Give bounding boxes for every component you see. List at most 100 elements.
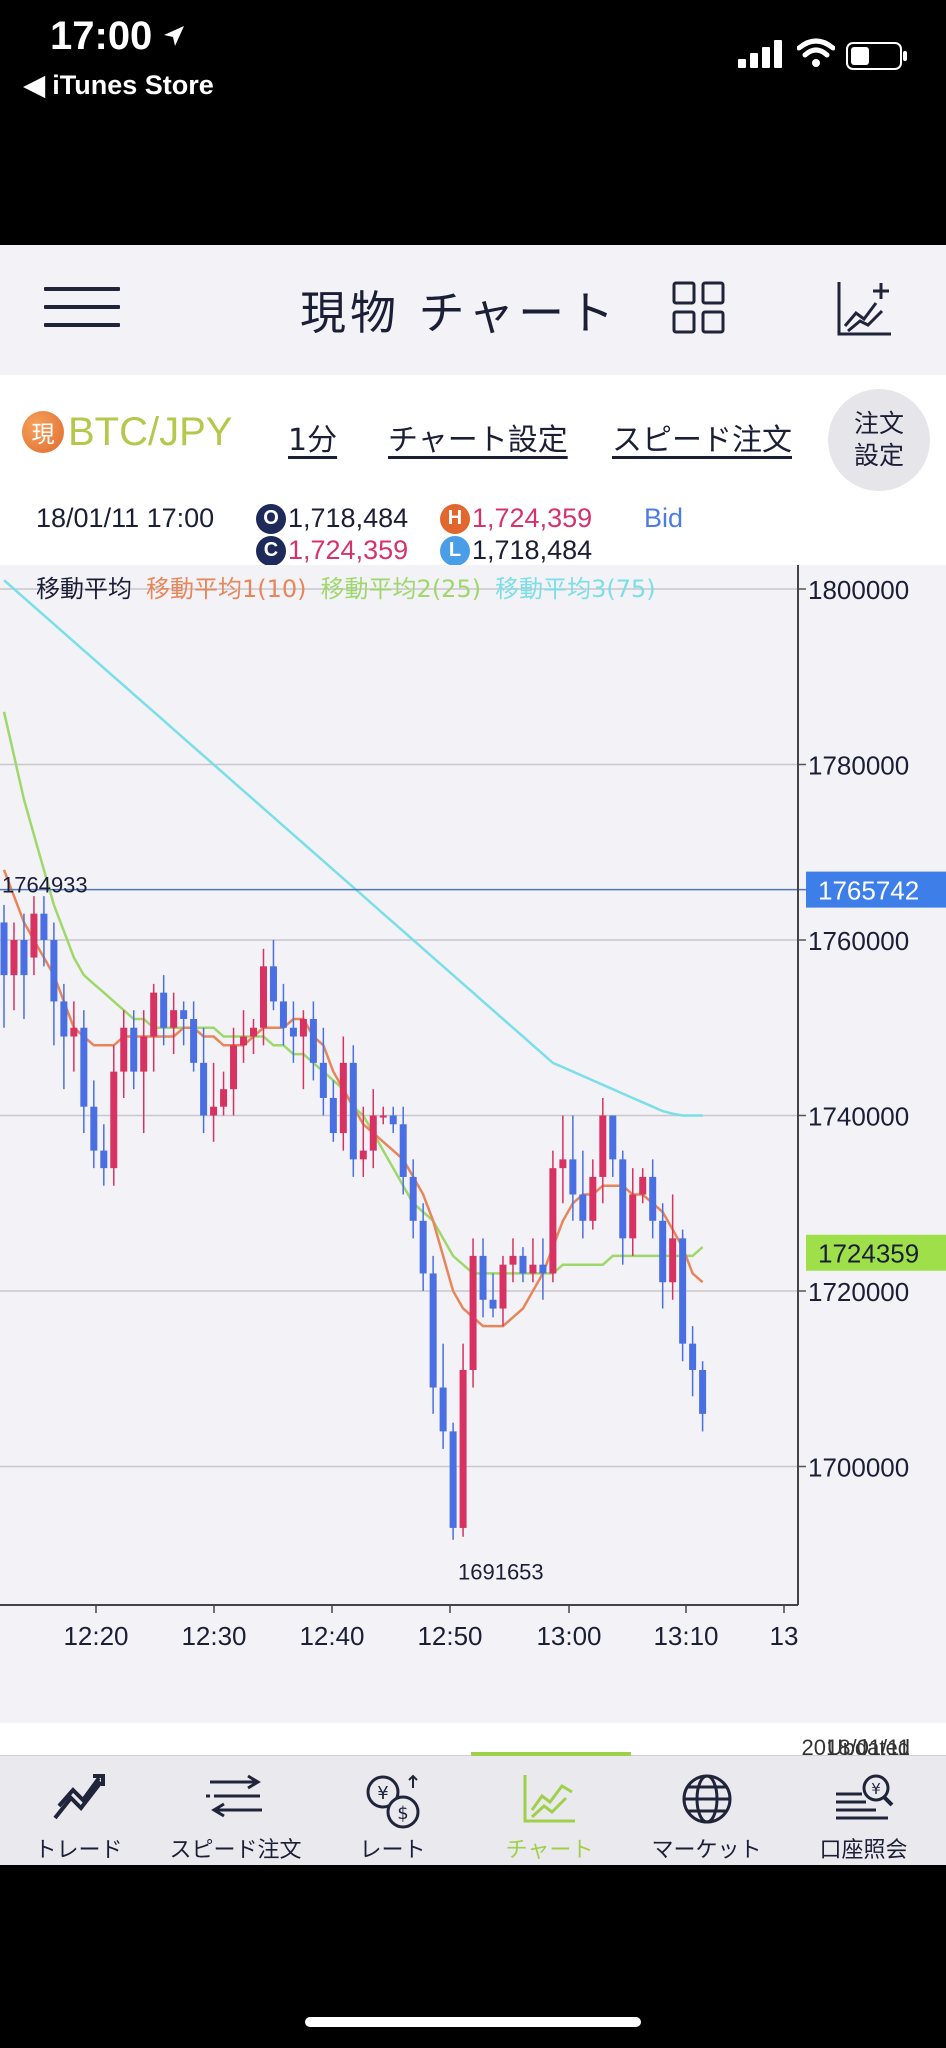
order-settings-label-1: 注文 xyxy=(853,409,904,438)
candle-body xyxy=(489,1299,497,1309)
signal-icon xyxy=(738,40,782,68)
candle-body xyxy=(659,1220,667,1283)
y-tick-label: 1800000 xyxy=(808,575,909,605)
page-title: 現物 チャート xyxy=(300,286,619,340)
tab-trade[interactable]: トレード xyxy=(0,1756,157,1866)
candle-body xyxy=(150,992,158,1037)
candle-body xyxy=(220,1089,228,1107)
account-icon: ¥ xyxy=(835,1774,893,1820)
tab-rate[interactable]: ¥ $ レート xyxy=(314,1756,471,1866)
candle-body xyxy=(399,1124,407,1177)
interval-selector[interactable]: 1分 xyxy=(288,423,338,458)
candle-body xyxy=(250,1027,257,1037)
high-price: H 1,724,359 xyxy=(440,503,592,534)
candle-body xyxy=(70,1027,78,1037)
candle-body xyxy=(569,1159,577,1195)
candle-body xyxy=(499,1264,507,1309)
y-tick-label: 1700000 xyxy=(808,1453,909,1483)
candle-body xyxy=(639,1176,647,1195)
candle-body xyxy=(309,1018,317,1063)
chart-settings-link[interactable]: チャート設定 xyxy=(388,423,568,458)
candle-body xyxy=(689,1343,697,1370)
y-tick-label: 1760000 xyxy=(808,926,909,956)
home-indicator[interactable] xyxy=(305,2017,641,2027)
candle-body xyxy=(519,1255,527,1274)
candle-body xyxy=(349,1062,357,1160)
candle-body xyxy=(160,992,168,1028)
tab-speed-order[interactable]: スピード注文 xyxy=(157,1756,314,1866)
candle-body xyxy=(110,1071,118,1169)
x-tick-label: 13:10 xyxy=(653,1621,718,1651)
currency-pair[interactable]: 現 BTC/JPY xyxy=(22,407,232,457)
y-tick-label: 1720000 xyxy=(808,1277,909,1307)
globe-icon xyxy=(682,1774,731,1824)
candle-body xyxy=(419,1220,427,1274)
battery-icon xyxy=(846,42,907,70)
candle-body xyxy=(339,1062,347,1134)
moving-average-legend: 移動平均 移動平均1(10) 移動平均2(25) 移動平均3(75) xyxy=(36,569,656,604)
hamburger-menu-icon[interactable] xyxy=(44,287,120,331)
tab-speed-order-label: スピード注文 xyxy=(169,1838,302,1863)
active-tab-indicator xyxy=(471,1752,631,1756)
candle-body xyxy=(140,1036,148,1072)
add-chart-icon[interactable] xyxy=(836,279,894,337)
high-annotation: 1764933 xyxy=(2,873,88,898)
legend-ma1: 移動平均1(10) xyxy=(146,575,307,603)
price-side-label: Bid xyxy=(644,503,684,533)
back-to-app-link[interactable]: ◀ iTunes Store xyxy=(24,70,214,100)
plot-background xyxy=(0,565,798,1605)
quote-time: 18/01/11 17:00 xyxy=(36,503,215,533)
open-value: 1,718,484 xyxy=(288,503,409,533)
axis-corner xyxy=(800,1607,946,1723)
x-tick-label: 12:40 xyxy=(299,1621,364,1651)
current-price-tag xyxy=(806,1234,946,1271)
tab-account[interactable]: ¥ 口座照会 xyxy=(785,1756,942,1866)
close-price: C 1,724,359 xyxy=(256,535,408,566)
candle-body xyxy=(180,1010,188,1019)
x-tick-label: 13:00 xyxy=(536,1621,601,1651)
price-chart[interactable]: 移動平均 移動平均1(10) 移動平均2(25) 移動平均3(75) 18000… xyxy=(0,565,946,1723)
x-tick-label: 12:20 xyxy=(63,1621,128,1651)
symbol-info-bar: 現 BTC/JPY 1分 チャート設定 スピード注文 注文 設定 18/01/11… xyxy=(0,375,946,566)
y-tick-label: 1740000 xyxy=(808,1102,909,1132)
home-indicator-area xyxy=(0,1865,946,2048)
candle-body xyxy=(629,1194,637,1239)
candle-body xyxy=(559,1159,567,1169)
candle-body xyxy=(80,1027,88,1107)
speed-order-icon xyxy=(205,1774,262,1818)
order-settings-button[interactable]: 注文 設定 xyxy=(828,389,930,491)
candle-body xyxy=(609,1115,617,1160)
candle-body xyxy=(619,1159,627,1239)
legend-ma2: 移動平均2(25) xyxy=(320,575,482,603)
status-time: 17:00 xyxy=(50,14,153,58)
pair-label: BTC/JPY xyxy=(68,409,233,454)
grid-layout-icon[interactable] xyxy=(672,281,726,335)
legend-label: 移動平均 xyxy=(36,575,132,603)
candle-body xyxy=(50,940,58,1002)
tab-market[interactable]: マーケット xyxy=(628,1756,785,1866)
tab-chart[interactable]: チャート xyxy=(471,1756,628,1866)
candle-body xyxy=(20,940,28,976)
ma3-line xyxy=(3,579,703,1117)
tab-account-label: 口座照会 xyxy=(819,1838,908,1863)
candle-body xyxy=(529,1264,537,1274)
location-arrow-icon xyxy=(164,26,184,46)
candlestick-chart[interactable]: 1800000 1780000 1760000 1740000 1720000 17000… xyxy=(0,565,946,1723)
legend-ma3: 移動平均3(75) xyxy=(495,575,656,603)
x-tick-label: 12:30 xyxy=(181,1621,246,1651)
candle-body xyxy=(429,1273,437,1388)
close-value: 1,724,359 xyxy=(288,535,409,565)
tab-rate-label: レート xyxy=(359,1838,426,1863)
candle-body xyxy=(589,1176,597,1221)
candle-body xyxy=(389,1115,397,1125)
speed-order-link[interactable]: スピード注文 xyxy=(612,423,792,458)
x-tick-label: 13 xyxy=(770,1621,799,1651)
candle-body xyxy=(269,966,277,1002)
candle-body xyxy=(379,1115,387,1118)
candle-body xyxy=(299,1018,307,1037)
candle-body xyxy=(699,1369,707,1414)
rate-icon: ¥ $ xyxy=(366,1774,419,1829)
candle-body xyxy=(369,1115,377,1151)
candle-body xyxy=(90,1106,98,1151)
candle-body xyxy=(679,1238,687,1344)
